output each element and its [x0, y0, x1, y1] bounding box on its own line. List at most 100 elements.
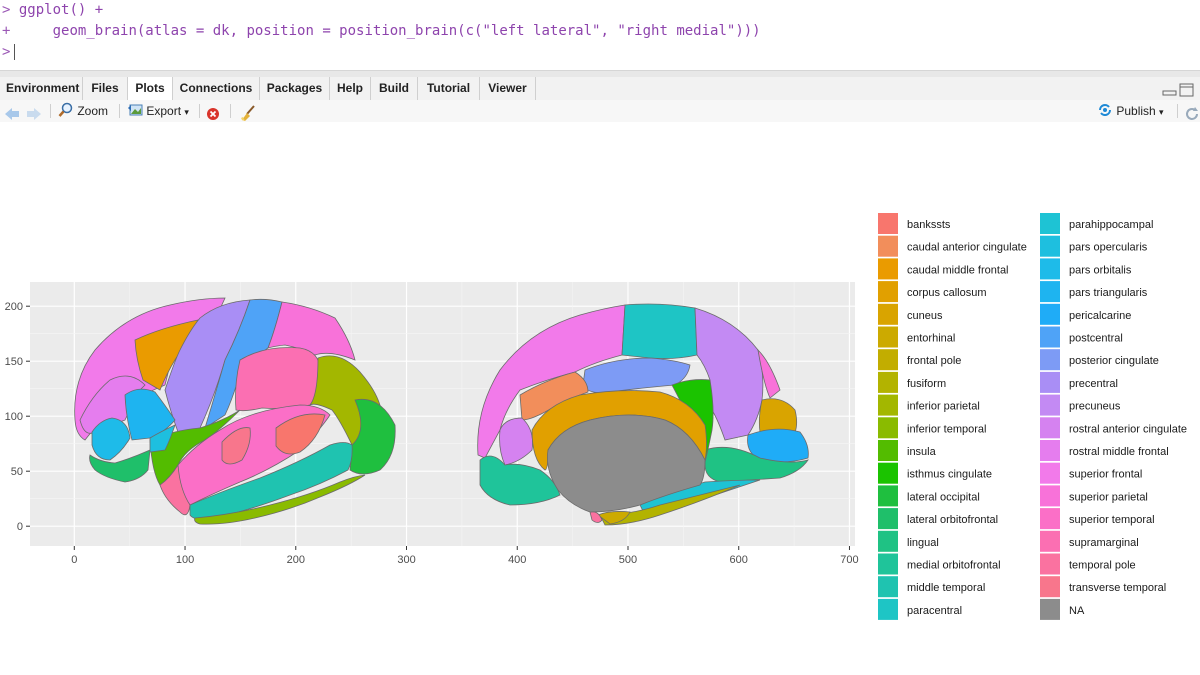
legend-swatch — [878, 349, 898, 371]
publish-button[interactable]: Publish ▾ — [1097, 100, 1164, 122]
zoom-button[interactable]: Zoom — [58, 100, 108, 122]
y-tick-label: 100 — [5, 411, 23, 423]
x-tick-label: 600 — [730, 554, 748, 566]
tab-build[interactable]: Build — [371, 77, 418, 100]
plots-toolbar: Zoom Export ▾ Publish ▾ — [0, 100, 1200, 123]
legend-label: rostral middle frontal — [1069, 446, 1169, 458]
brain-region-transverse-temporal — [221, 427, 251, 465]
legend-label: lateral occipital — [907, 491, 980, 503]
brain-region-superior-frontal — [477, 304, 626, 459]
legend-label: cuneus — [907, 310, 943, 322]
legend-label: superior temporal — [1069, 514, 1155, 526]
legend-swatch — [878, 485, 898, 507]
legend-swatch — [1040, 553, 1060, 575]
x-tick-label: 0 — [71, 554, 77, 566]
export-label: Export — [146, 104, 182, 118]
legend-swatch — [1040, 349, 1060, 371]
legend-swatch — [1040, 598, 1060, 620]
legend-swatch — [878, 462, 898, 484]
console-prompt: > — [2, 44, 11, 60]
legend-swatch — [1040, 440, 1060, 461]
brain-region-paracentral — [621, 303, 698, 359]
text-cursor — [14, 44, 16, 60]
brain-region-pars-orbitalis — [91, 417, 131, 461]
toolbar-separator — [1177, 104, 1178, 118]
tab-plots[interactable]: Plots — [128, 77, 173, 100]
legend-swatch — [878, 303, 898, 325]
legend-swatch — [1040, 258, 1060, 280]
legend-label: supramarginal — [1069, 537, 1139, 549]
legend-label: lateral orbitofrontal — [907, 514, 998, 526]
legend-label: NA — [1069, 605, 1085, 617]
legend-swatch — [878, 598, 898, 620]
y-tick-label: 200 — [5, 301, 23, 313]
brain-region-bankssts — [275, 413, 326, 455]
tab-packages[interactable]: Packages — [260, 77, 330, 100]
plot-viewer: 0 100 200 300 400 500 600 700 0 50 100 150 200 banks… — [0, 122, 1200, 670]
magnifier-icon — [58, 102, 73, 117]
legend-label: superior parietal — [1069, 491, 1148, 503]
tab-connections[interactable]: Connections — [173, 77, 260, 100]
toolbar-separator — [199, 104, 200, 118]
legend-label: inferior temporal — [907, 423, 986, 435]
console-pane[interactable]: > ggplot() + + geom_brain(atlas = dk, po… — [0, 0, 1200, 70]
chevron-down-icon: ▾ — [184, 107, 189, 117]
legend-label: posterior cingulate — [1069, 355, 1159, 367]
tab-tutorial[interactable]: Tutorial — [418, 77, 480, 100]
tab-environment[interactable]: Environment — [0, 77, 83, 100]
right-medial-hemisphere — [477, 303, 809, 526]
legend-swatch — [1040, 394, 1060, 416]
legend-swatch — [878, 213, 898, 234]
legend-label: insula — [907, 446, 937, 458]
console-line-1: > ggplot() + — [2, 2, 103, 18]
brain-region-lateral-orbitofrontal — [89, 449, 151, 483]
legend-label: rostral anterior cingulate — [1069, 423, 1187, 435]
legend-swatch — [1040, 326, 1060, 348]
forward-arrow-icon[interactable] — [27, 108, 41, 120]
maximize-icon[interactable] — [1179, 83, 1194, 97]
legend-label: pars triangularis — [1069, 287, 1148, 299]
remove-plot-icon[interactable] — [206, 103, 220, 125]
y-tick-label: 0 — [17, 521, 23, 533]
zoom-label: Zoom — [77, 104, 109, 118]
legend-label: lingual — [907, 537, 939, 549]
legend-label: medial orbitofrontal — [907, 560, 1001, 572]
axes: 0 100 200 300 400 500 600 700 0 50 100 150 200 — [5, 301, 859, 566]
legend-label: precuneus — [1069, 401, 1121, 413]
console-line-2: + geom_brain(atlas = dk, position = posi… — [2, 23, 761, 39]
tab-viewer[interactable]: Viewer — [480, 77, 536, 100]
legend-swatch — [1040, 213, 1060, 234]
window-controls — [1162, 83, 1196, 102]
export-image-icon — [128, 104, 143, 116]
pane-splitter[interactable] — [0, 70, 1200, 78]
legend-label: pars opercularis — [1069, 242, 1148, 254]
export-button[interactable]: Export ▾ — [127, 100, 189, 122]
legend-swatch — [1040, 235, 1060, 257]
tab-help[interactable]: Help — [330, 77, 371, 100]
legend-swatch — [878, 530, 898, 552]
brain-region-fusiform — [599, 484, 741, 526]
console-code: geom_brain(atlas = dk, position = positi… — [52, 23, 761, 39]
legend-swatch — [1040, 281, 1060, 303]
y-tick-label: 150 — [5, 356, 23, 368]
legend-swatch — [878, 281, 898, 303]
legend-swatch — [878, 508, 898, 530]
legend-label: paracentral — [907, 605, 962, 617]
tab-files[interactable]: Files — [83, 77, 128, 100]
legend-swatch — [878, 553, 898, 575]
legend-label: parahippocampal — [1069, 219, 1153, 231]
back-arrow-icon[interactable] — [5, 108, 19, 120]
legend: bankssts caudal anterior cingulate caudal … — [878, 213, 1187, 620]
legend-swatch — [878, 394, 898, 416]
minimize-icon[interactable] — [1162, 90, 1177, 96]
console-line-3[interactable]: > — [2, 44, 16, 60]
legend-swatch — [1040, 462, 1060, 484]
legend-swatch — [1040, 371, 1060, 393]
legend-swatch — [1040, 508, 1060, 530]
refresh-icon[interactable] — [1184, 103, 1200, 125]
brain-region-lateral-occipital — [349, 398, 396, 475]
x-tick-label: 100 — [176, 554, 194, 566]
brain-region-inferior-temporal — [194, 474, 366, 525]
toolbar-separator — [50, 104, 51, 118]
broom-icon[interactable] — [239, 102, 257, 124]
